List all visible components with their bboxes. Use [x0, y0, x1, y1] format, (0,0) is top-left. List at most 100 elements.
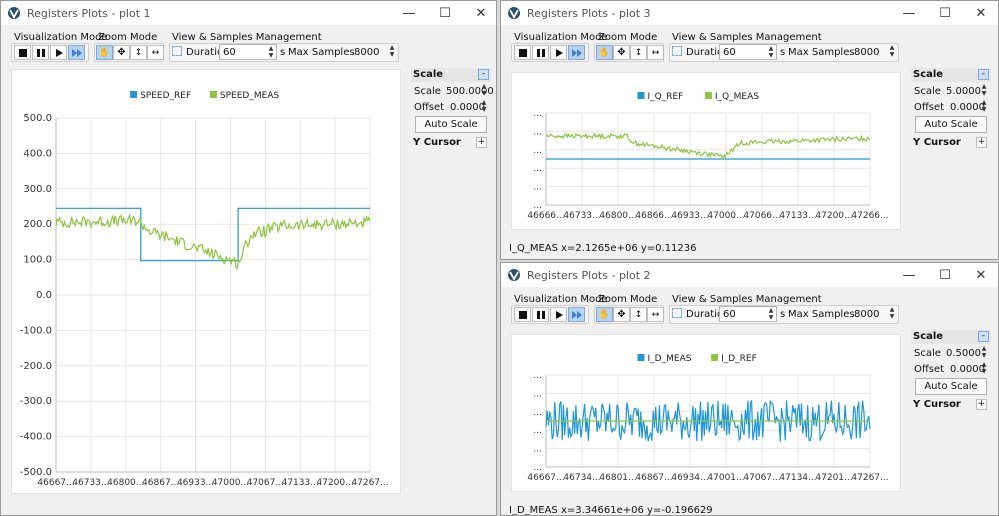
plot-area[interactable]: 46667... 46733... 46800... 46867... 46933...… — [11, 69, 401, 494]
collapse-scale-button[interactable]: - — [978, 69, 989, 80]
auto-scale-button[interactable]: Auto Scale — [915, 116, 987, 133]
duration-unit: s — [280, 47, 286, 58]
y-tick-label: ... — [533, 389, 542, 399]
scale-input[interactable]: 5.0000 ▲ ▼ — [946, 83, 987, 97]
stop-button[interactable] — [14, 45, 31, 60]
zoom-vertical-button[interactable]: ↕ — [130, 45, 147, 60]
spin-arrows-icon[interactable]: ▲ ▼ — [889, 44, 895, 58]
play-button[interactable] — [50, 45, 67, 60]
series-line-i-d-meas — [545, 399, 871, 442]
auto-scale-button[interactable]: Auto Scale — [915, 378, 987, 395]
max-samples-input[interactable]: 8000 ▲ ▼ — [354, 44, 395, 58]
scale-label: Scale — [914, 348, 941, 359]
stop-button[interactable] — [514, 307, 531, 322]
collapse-scale-button[interactable]: - — [478, 69, 489, 80]
title-bar[interactable]: Registers Plots - plot 2 — ☐ ✕ — [501, 263, 998, 287]
scale-input[interactable]: 500.0000 ▲ ▼ — [446, 83, 494, 97]
max-samples-label: Max Samples — [288, 47, 355, 58]
close-icon[interactable]: ✕ — [975, 5, 987, 21]
maximize-icon[interactable]: ☐ — [439, 5, 451, 21]
spin-arrows-icon[interactable]: ▲ ▼ — [981, 99, 987, 113]
fast-forward-button[interactable] — [568, 307, 585, 322]
spin-arrows-icon[interactable]: ▲ ▼ — [481, 83, 487, 97]
x-tick-label: 46934... — [671, 473, 708, 483]
y-tick-label: -200.0 — [20, 361, 52, 372]
title-bar[interactable]: Registers Plots - plot 1 — ☐ ✕ — [1, 1, 496, 25]
offset-input[interactable]: 0.0000 ▲ ▼ — [950, 361, 987, 375]
crosshair-icon: ✥ — [117, 47, 126, 58]
side-panel: Scale - Scale 0.5000 ▲ ▼ Offset 0.0000 ▲ ▼ A… — [911, 330, 993, 430]
zoom-vertical-button[interactable]: ↕ — [630, 307, 647, 322]
spin-arrows-icon[interactable]: ▲ ▼ — [768, 45, 774, 59]
minimize-icon[interactable]: — — [902, 5, 916, 21]
max-samples-input[interactable]: 8000 ▲ ▼ — [854, 306, 895, 320]
pause-button[interactable] — [532, 307, 549, 322]
zoom-hand-button[interactable]: ✋ — [596, 45, 613, 60]
add-y-cursor-button[interactable]: + — [976, 399, 987, 410]
maximize-icon[interactable]: ☐ — [939, 267, 951, 283]
spin-arrows-icon[interactable]: ▲ ▼ — [389, 44, 395, 58]
duration-input[interactable]: 60 ▲ ▼ — [719, 44, 777, 60]
add-y-cursor-button[interactable]: + — [976, 137, 987, 148]
zoom-horizontal-button[interactable]: ↔ — [147, 45, 164, 60]
plot-area[interactable]: 46667... 46734... 46801... 46867... 46934...… — [511, 334, 901, 492]
maximize-icon[interactable]: ☐ — [939, 5, 951, 21]
spin-arrows-icon[interactable]: ▲ ▼ — [889, 306, 895, 320]
spin-arrows-icon[interactable]: ▲ ▼ — [768, 307, 774, 321]
y-cursor-header: Y Cursor — [913, 137, 961, 148]
zoom-horizontal-button[interactable]: ↔ — [647, 45, 664, 60]
chart-svg[interactable]: 46667...46733...46800...46867...46933...… — [12, 70, 402, 495]
pause-button[interactable] — [532, 45, 549, 60]
legend-swatch — [637, 354, 645, 361]
max-samples-input[interactable]: 8000 ▲ ▼ — [854, 44, 895, 58]
fast-forward-button[interactable] — [568, 45, 585, 60]
minimize-icon[interactable]: — — [402, 5, 416, 21]
close-icon[interactable]: ✕ — [475, 5, 487, 21]
chart-svg[interactable]: 46666...46733...46800...46866...46933...… — [512, 73, 902, 231]
spin-arrows-icon[interactable]: ▲ ▼ — [981, 345, 987, 359]
duration-input[interactable]: 60 ▲ ▼ — [219, 44, 277, 60]
zoom-horizontal-button[interactable]: ↔ — [647, 307, 664, 322]
legend-swatch — [704, 92, 712, 99]
window-title: Registers Plots - plot 2 — [527, 268, 651, 282]
spin-arrows-icon[interactable]: ▲ ▼ — [981, 83, 987, 97]
horizontal-zoom-icon: ↔ — [651, 309, 660, 320]
stop-button[interactable] — [514, 45, 531, 60]
close-icon[interactable]: ✕ — [975, 267, 987, 283]
fast-forward-button[interactable] — [68, 45, 85, 60]
play-button[interactable] — [550, 45, 567, 60]
spin-arrows-icon[interactable]: ▲ ▼ — [981, 361, 987, 375]
zoom-hand-button[interactable]: ✋ — [96, 45, 113, 60]
duration-label: Duration — [186, 47, 230, 58]
minimize-icon[interactable]: — — [902, 267, 916, 283]
scale-input[interactable]: 0.5000 ▲ ▼ — [946, 345, 987, 359]
legend-swatch — [130, 91, 138, 98]
chart-svg[interactable]: 46667...46734...46801...46867...46934...… — [512, 335, 902, 493]
visualization-mode-label: Visualization Mode — [514, 32, 608, 43]
offset-input[interactable]: 0.0000 ▲ ▼ — [450, 99, 487, 113]
spin-arrows-icon[interactable]: ▲ ▼ — [481, 99, 487, 113]
play-button[interactable] — [550, 307, 567, 322]
visualization-mode-label: Visualization Mode — [14, 32, 108, 43]
duration-input[interactable]: 60 ▲ ▼ — [719, 306, 777, 322]
zoom-hand-button[interactable]: ✋ — [596, 307, 613, 322]
play-icon — [555, 48, 563, 57]
plot-area[interactable]: 46666... 46733... 46800... 46866... 46933...… — [511, 72, 901, 230]
spin-arrows-icon[interactable]: ▲ ▼ — [268, 45, 274, 59]
y-tick-label: ... — [533, 201, 542, 211]
offset-input[interactable]: 0.0000 ▲ ▼ — [950, 99, 987, 113]
auto-scale-button[interactable]: Auto Scale — [415, 116, 487, 133]
play-icon — [55, 48, 63, 57]
zoom-cross-button[interactable]: ✥ — [113, 45, 130, 60]
zoom-cross-button[interactable]: ✥ — [613, 307, 630, 322]
add-y-cursor-button[interactable]: + — [476, 137, 487, 148]
collapse-scale-button[interactable]: - — [978, 331, 989, 342]
duration-icon — [672, 46, 682, 56]
x-tick-label: 47066... — [743, 211, 780, 221]
y-tick-label: -400.0 — [20, 432, 52, 443]
zoom-cross-button[interactable]: ✥ — [613, 45, 630, 60]
pause-button[interactable] — [32, 45, 49, 60]
y-tick-label: -500.0 — [20, 467, 52, 478]
zoom-vertical-button[interactable]: ↕ — [630, 45, 647, 60]
title-bar[interactable]: Registers Plots - plot 3 — ☐ ✕ — [501, 1, 998, 25]
